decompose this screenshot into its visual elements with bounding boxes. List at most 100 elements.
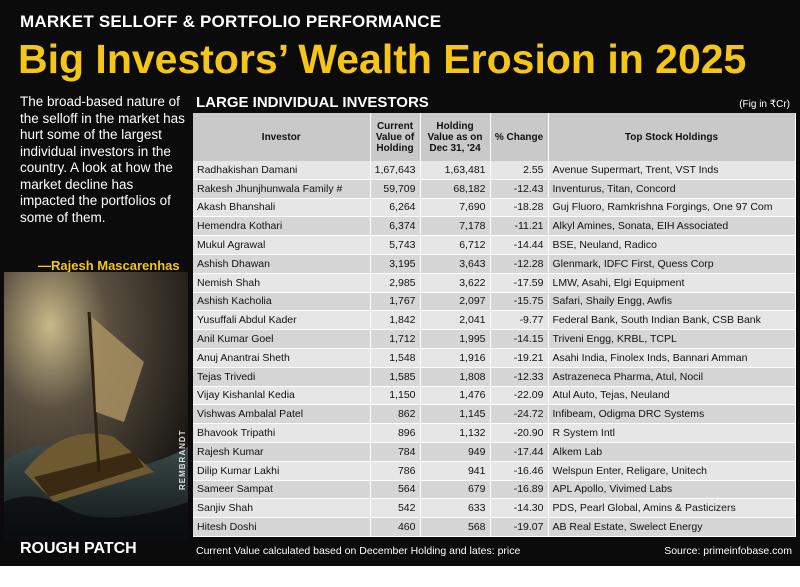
table-cell: AB Real Estate, Swelect Energy (548, 517, 796, 537)
table-cell: 941 (420, 461, 491, 481)
table-cell: -11.21 (490, 216, 549, 237)
table-cell: Radhakishan Damani (193, 161, 371, 180)
table-cell: Anil Kumar Goel (193, 329, 371, 349)
table-cell: Nemish Shah (193, 273, 371, 293)
table-cell: -12.28 (490, 254, 549, 274)
table-cell: Vishwas Ambalal Patel (193, 404, 371, 425)
table-cell: 949 (420, 442, 491, 462)
table-cell: APL Apollo, Vivimed Labs (548, 480, 796, 500)
table-cell: 2,097 (420, 292, 491, 312)
table-cell: -9.77 (490, 310, 549, 331)
table-cell: 7,178 (420, 216, 491, 237)
table-cell: 1,995 (420, 329, 491, 349)
header-row: Investor Current Value of Holding Holding … (193, 113, 796, 161)
table-cell: -12.33 (490, 367, 549, 387)
table-cell: 542 (370, 498, 421, 519)
table-cell: -18.28 (490, 198, 549, 218)
table-cell: 460 (370, 517, 421, 537)
table-cell: 59,709 (370, 179, 421, 199)
unit-note: (Fig in ₹Cr) (739, 99, 790, 110)
table-cell: 6,264 (370, 198, 421, 218)
table-cell: Guj Fluoro, Ramkrishna Forgings, One 97 … (548, 198, 796, 218)
table-row: Radhakishan Damani 1,67,643 1,63,481 2.55 Av… (193, 161, 796, 180)
table-cell: Vijay Kishanlal Kedia (193, 386, 371, 406)
table-cell: 1,145 (420, 404, 491, 425)
table-row: Ashish Kacholia 1,767 2,097 -15.75 Safari, S… (193, 292, 796, 312)
table-cell: 1,132 (420, 423, 491, 443)
table-cell: 1,842 (370, 310, 421, 331)
table-row: Ashish Dhawan 3,195 3,643 -12.28 Glenmark, I… (193, 254, 796, 274)
table-cell: 1,767 (370, 292, 421, 312)
table-cell: Ashish Dhawan (193, 254, 371, 274)
table-cell: Safari, Shaily Engg, Awfis (548, 292, 796, 312)
table-cell: Tejas Trivedi (193, 367, 371, 387)
image-credit: REMBRANDT (178, 429, 187, 490)
table-cell: Alkem Lab (548, 442, 796, 462)
table-cell: -12.43 (490, 179, 549, 199)
table-row: Anil Kumar Goel 1,712 1,995 -14.15 Triveni E… (193, 329, 796, 349)
table-cell: 3,643 (420, 254, 491, 274)
table-cell: -14.15 (490, 329, 549, 349)
table-row: Vijay Kishanlal Kedia 1,150 1,476 -22.09 Atu… (193, 386, 796, 406)
table-cell: -20.90 (490, 423, 549, 443)
image-caption: ROUGH PATCH (20, 540, 137, 557)
column-header: Investor (193, 113, 371, 161)
table-row: Sanjiv Shah 542 633 -14.30 PDS, Pearl Global… (193, 498, 796, 519)
table-cell: Ashish Kacholia (193, 292, 371, 312)
table-cell: 7,690 (420, 198, 491, 218)
table-cell: Mukul Agrawal (193, 235, 371, 255)
table-row: Sameer Sampat 564 679 -16.89 APL Apollo, Viv… (193, 480, 796, 500)
table-cell: Yusuffali Abdul Kader (193, 310, 371, 331)
table-row: Bhavook Tripathi 896 1,132 -20.90 R System I… (193, 423, 796, 443)
table-cell: Hitesh Doshi (193, 517, 371, 537)
table-row: Yusuffali Abdul Kader 1,842 2,041 -9.77 Fede… (193, 310, 796, 331)
table-cell: R System Intl (548, 423, 796, 443)
table-row: Hemendra Kothari 6,374 7,178 -11.21 Alkyl Am… (193, 216, 796, 237)
table-cell: 679 (420, 480, 491, 500)
table-row: Mukul Agrawal 5,743 6,712 -14.44 BSE, Neulan… (193, 235, 796, 255)
table-cell: 1,808 (420, 367, 491, 387)
table-cell: -14.44 (490, 235, 549, 255)
table-cell: Inventurus, Titan, Concord (548, 179, 796, 199)
table-cell: -17.44 (490, 442, 549, 462)
table-cell: Triveni Engg, KRBL, TCPL (548, 329, 796, 349)
table-cell: 1,916 (420, 348, 491, 368)
table-cell: -16.89 (490, 480, 549, 500)
table-row: Nemish Shah 2,985 3,622 -17.59 LMW, Asahi, E… (193, 273, 796, 293)
table-cell: 896 (370, 423, 421, 443)
table-cell: 1,63,481 (420, 161, 491, 180)
table-cell: BSE, Neuland, Radico (548, 235, 796, 255)
table-cell: Glenmark, IDFC First, Quess Corp (548, 254, 796, 274)
table-cell: Dilip Kumar Lakhi (193, 461, 371, 481)
table-cell: 1,67,643 (370, 161, 421, 180)
column-header: Holding Value as on Dec 31, '24 (420, 113, 491, 161)
table-cell: -24.72 (490, 404, 549, 425)
table-cell: Hemendra Kothari (193, 216, 371, 237)
table-cell: 786 (370, 461, 421, 481)
table-cell: Alkyl Amines, Sonata, EIH Associated (548, 216, 796, 237)
table-title: LARGE INDIVIDUAL INVESTORS (196, 94, 429, 111)
table-cell: 862 (370, 404, 421, 425)
table-cell: Atul Auto, Tejas, Neuland (548, 386, 796, 406)
table-cell: -16.46 (490, 461, 549, 481)
source: Source: primeinfobase.com (664, 545, 792, 557)
table-cell: 2,041 (420, 310, 491, 331)
kicker: MARKET SELLOFF & PORTFOLIO PERFORMANCE (20, 12, 442, 31)
footnote: Current Value calculated based on Decemb… (196, 545, 521, 557)
table-cell: 1,476 (420, 386, 491, 406)
table-row: Dilip Kumar Lakhi 786 941 -16.46 Welspun Ent… (193, 461, 796, 481)
table-cell: 5,743 (370, 235, 421, 255)
table-cell: 564 (370, 480, 421, 500)
table-cell: Rakesh Jhunjhunwala Family # (193, 179, 371, 199)
table-cell: Avenue Supermart, Trent, VST Inds (548, 161, 796, 180)
table-cell: Federal Bank, South Indian Bank, CSB Ban… (548, 310, 796, 331)
table-cell: Astrazeneca Pharma, Atul, Nocil (548, 367, 796, 387)
table-cell: 633 (420, 498, 491, 519)
table-cell: 1,712 (370, 329, 421, 349)
investor-table: Investor Current Value of Holding Holding … (193, 113, 796, 537)
table-row: Vishwas Ambalal Patel 862 1,145 -24.72 Infib… (193, 404, 796, 425)
table-cell: Sanjiv Shah (193, 498, 371, 519)
table-cell: PDS, Pearl Global, Amins & Pasticizers (548, 498, 796, 519)
table-row: Tejas Trivedi 1,585 1,808 -12.33 Astrazeneca… (193, 367, 796, 387)
